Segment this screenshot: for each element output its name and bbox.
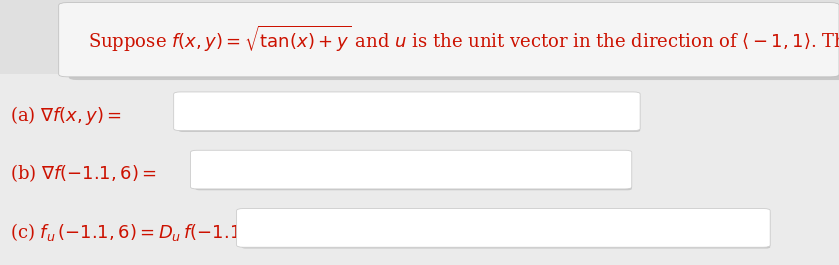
FancyBboxPatch shape [237, 209, 770, 247]
Text: (c) $f_u\,(-1.1, 6) = D_u\,f(-1.1, 6) =$: (c) $f_u\,(-1.1, 6) = D_u\,f(-1.1, 6) =$ [10, 221, 287, 243]
FancyBboxPatch shape [179, 95, 640, 132]
FancyBboxPatch shape [174, 92, 640, 131]
FancyBboxPatch shape [242, 211, 770, 249]
FancyBboxPatch shape [69, 6, 839, 80]
Bar [0, 74, 839, 265]
FancyBboxPatch shape [190, 150, 632, 189]
Text: (b) $\nabla f(-1.1, 6) =$: (b) $\nabla f(-1.1, 6) =$ [10, 163, 157, 184]
FancyBboxPatch shape [195, 153, 632, 190]
Text: (a) $\nabla f(x, y) =$: (a) $\nabla f(x, y) =$ [10, 104, 122, 127]
Text: Suppose $f(x, y) = \sqrt{\tan(x) + y}$ and $\mathbf{\mathit{u}}$ is the unit vec: Suppose $f(x, y) = \sqrt{\tan(x) + y}$ a… [88, 23, 839, 54]
FancyBboxPatch shape [59, 3, 839, 77]
